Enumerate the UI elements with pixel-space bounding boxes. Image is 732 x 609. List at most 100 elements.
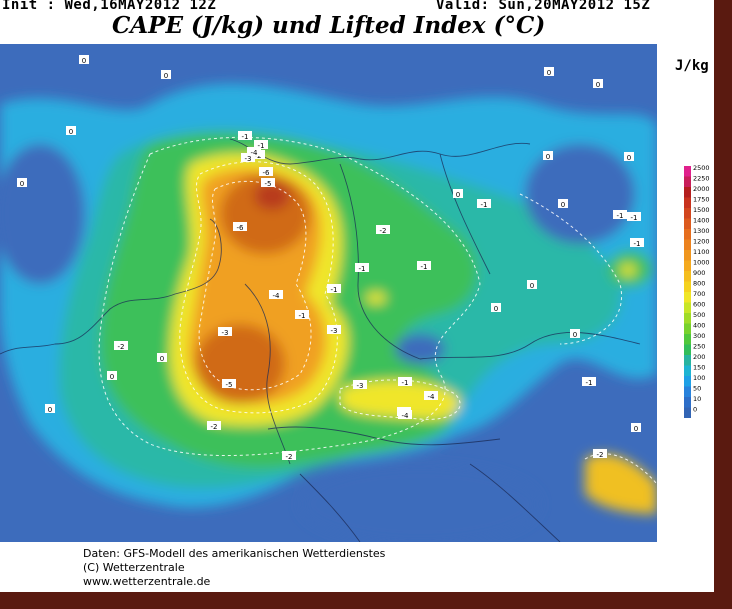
li-label: 0 xyxy=(494,305,498,313)
li-label-bg xyxy=(107,371,117,380)
li-label-bg xyxy=(261,178,275,187)
legend-swatch xyxy=(684,302,691,313)
legend-swatch xyxy=(684,323,691,334)
li-label: -3 xyxy=(331,327,338,335)
li-label: 0 xyxy=(20,180,24,188)
valid-time: Valid: Sun,20MAY2012 15Z xyxy=(436,0,651,13)
li-label: 0 xyxy=(547,69,551,77)
legend-swatch xyxy=(684,260,691,271)
li-label: -4 xyxy=(273,292,281,300)
legend-swatch xyxy=(684,344,691,355)
li-label-bg xyxy=(627,212,641,221)
li-label-bg xyxy=(398,377,412,386)
border-east xyxy=(419,332,641,360)
legend-tick-label: 0 xyxy=(693,406,697,414)
dark-orange-south xyxy=(195,324,285,404)
legend-tick-label: 400 xyxy=(693,322,705,330)
credit-website: www.wetterzentrale.de xyxy=(83,575,211,588)
legend-tick-label: 500 xyxy=(693,311,705,319)
li-label-bg xyxy=(269,290,283,299)
legend-tick-label: 100 xyxy=(693,374,705,382)
init-time: Init : Wed,16MAY2012 12Z xyxy=(2,0,217,13)
li-label: -5 xyxy=(265,180,272,188)
li-label-bg xyxy=(613,210,627,219)
li-label: -2 xyxy=(118,343,125,351)
li-label: 0 xyxy=(164,72,168,80)
li-label: 0 xyxy=(530,282,534,290)
legend-tick-label: 900 xyxy=(693,269,705,277)
legend-tick-label: 600 xyxy=(693,301,705,309)
east-yellow-blob xyxy=(620,264,636,276)
legend-swatch xyxy=(684,271,691,282)
cape-map: 0 0 0 0 0 0 0 0 0 0 0 0 0 0 0 0 0 -1 -1 -1 -1 -1 -1 -1 -1 -1 -1 -1-… xyxy=(0,44,657,542)
li-label: -6 xyxy=(263,169,271,177)
li-label: -1 xyxy=(481,201,488,209)
li-label: -4 xyxy=(428,393,436,401)
border-alps xyxy=(267,426,501,446)
li-label-bg xyxy=(582,377,596,386)
legend-swatch xyxy=(684,292,691,303)
credit-copyright: (C) Wetterzentrale xyxy=(83,561,185,574)
li-label: 0 xyxy=(596,81,600,89)
li-label-bg xyxy=(66,126,76,135)
li-label: -2 xyxy=(211,423,218,431)
li-label: 0 xyxy=(82,57,86,65)
li-label-bg xyxy=(353,380,367,389)
legend-swatch xyxy=(684,239,691,250)
legend-swatch xyxy=(684,397,691,408)
li-label-bg xyxy=(282,451,296,460)
border-germany-east xyxy=(339,163,421,360)
li-label-bg xyxy=(207,421,221,430)
li-label-bg xyxy=(624,152,634,161)
li-label-bg xyxy=(376,225,390,234)
legend-swatch xyxy=(684,313,691,324)
cape-field xyxy=(0,83,657,542)
li-label-bg xyxy=(544,67,554,76)
li-label: 0 xyxy=(561,201,565,209)
legend-unit: J/kg xyxy=(675,58,709,74)
isoline-minus2 xyxy=(198,180,312,391)
isoline-east xyxy=(519,193,623,345)
legend-tick-label: 700 xyxy=(693,290,705,298)
li-label-bg xyxy=(631,423,641,432)
li-label-bg xyxy=(424,391,438,400)
li-label-bg xyxy=(222,379,236,388)
li-label-bg xyxy=(254,140,268,149)
legend-tick-label: 250 xyxy=(693,343,705,351)
li-label: 0 xyxy=(627,154,631,162)
isoline-southeast xyxy=(584,453,657,485)
alpine-yellow-band xyxy=(340,379,461,420)
li-label-bg xyxy=(593,79,603,88)
lifted-index-isolines xyxy=(98,136,657,485)
isoline-0 xyxy=(98,136,481,457)
legend-swatch xyxy=(684,229,691,240)
legend-swatch xyxy=(684,197,691,208)
li-label: -1 xyxy=(331,286,338,294)
legend-tick-label: 2500 xyxy=(693,164,710,172)
legend-swatch xyxy=(684,166,691,177)
li-label-bg xyxy=(218,327,232,336)
li-label-bg xyxy=(558,199,568,208)
li-label-bg xyxy=(157,353,167,362)
li-label: -2 xyxy=(597,451,604,459)
li-label-bg xyxy=(241,153,255,162)
li-label-bg xyxy=(527,280,537,289)
li-label-bg xyxy=(114,341,128,350)
coastline-italy xyxy=(299,473,361,542)
li-label-bg xyxy=(259,167,273,176)
legend-swatch xyxy=(684,365,691,376)
legend-tick-label: 2250 xyxy=(693,175,710,183)
li-label-bg xyxy=(238,131,252,140)
border-france-germany xyxy=(244,283,291,465)
li-label: -1 xyxy=(631,214,638,222)
legend-swatch xyxy=(684,386,691,397)
credit-data-source: Daten: GFS-Modell des amerikanischen Wet… xyxy=(83,547,386,560)
li-label: 0 xyxy=(456,191,460,199)
legend-tick-label: 300 xyxy=(693,332,705,340)
li-label: -4 xyxy=(402,412,410,420)
li-label-bg xyxy=(630,238,644,247)
legend-swatch xyxy=(684,208,691,219)
legend-swatch xyxy=(684,187,691,198)
coastline-west xyxy=(0,218,222,355)
